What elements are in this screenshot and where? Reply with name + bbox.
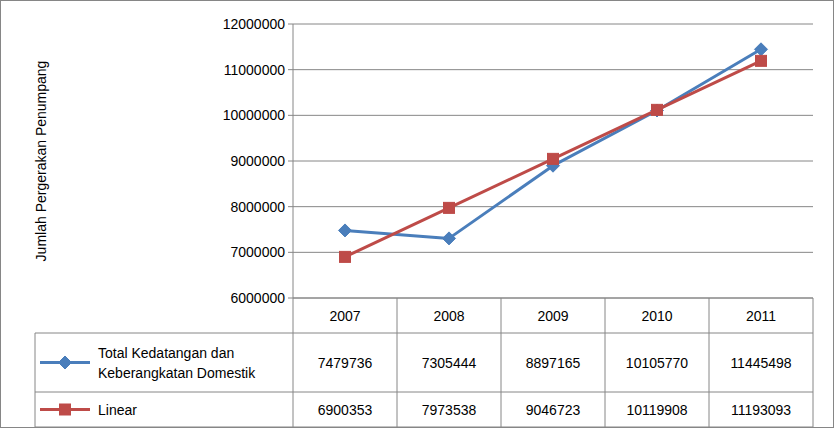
series-marker bbox=[548, 153, 559, 164]
data-label: 11445498 bbox=[730, 355, 791, 371]
y-tick bbox=[288, 298, 293, 299]
legend-label: Linear bbox=[98, 402, 137, 418]
grid-line bbox=[293, 252, 813, 253]
data-label: 7305444 bbox=[422, 355, 477, 371]
y-tick bbox=[288, 69, 293, 70]
table-line bbox=[35, 427, 813, 428]
data-label: 9046723 bbox=[526, 402, 581, 418]
series-marker bbox=[756, 55, 767, 66]
data-label: 10105770 bbox=[626, 355, 689, 371]
y-tick bbox=[288, 161, 293, 162]
table-line bbox=[397, 298, 398, 427]
data-label: 11193093 bbox=[731, 402, 791, 418]
chart-frame bbox=[1, 1, 834, 428]
y-tick bbox=[288, 24, 293, 25]
y-tick bbox=[288, 252, 293, 253]
x-tick-label: 2008 bbox=[433, 308, 464, 324]
series-line bbox=[345, 61, 761, 257]
legend-label-line: Total Kedatangan dan bbox=[98, 345, 234, 361]
y-tick-label: 7000000 bbox=[230, 244, 285, 260]
table-line bbox=[293, 298, 294, 427]
grid-line bbox=[293, 115, 813, 116]
data-label: 7973538 bbox=[422, 402, 477, 418]
series-marker bbox=[443, 232, 456, 245]
y-axis-label: Jumlah Pergerakan Penumpang bbox=[33, 61, 49, 262]
table-line bbox=[35, 333, 36, 427]
y-axis bbox=[293, 24, 294, 298]
series-marker bbox=[652, 104, 663, 115]
y-tick bbox=[288, 115, 293, 116]
x-tick-label: 2007 bbox=[329, 308, 360, 324]
legend-label: Total Kedatangan dan Keberangkatan Domest… bbox=[98, 345, 256, 381]
x-tick-label: 2011 bbox=[746, 308, 776, 324]
legend-marker bbox=[59, 356, 72, 369]
table-line bbox=[293, 298, 813, 299]
series-marker bbox=[340, 251, 351, 262]
table-line bbox=[813, 298, 814, 427]
table-line bbox=[35, 392, 813, 393]
y-tick bbox=[288, 206, 293, 207]
series-marker bbox=[339, 224, 352, 237]
series-marker bbox=[444, 202, 455, 213]
data-label: 10119908 bbox=[626, 402, 687, 418]
table-line bbox=[709, 298, 710, 427]
table-line bbox=[605, 298, 606, 427]
legend-label-line: Keberangkatan Domestik bbox=[98, 365, 256, 381]
grid-line bbox=[293, 298, 813, 299]
data-label: 7479736 bbox=[318, 355, 373, 371]
table-line bbox=[501, 298, 502, 427]
table-line bbox=[35, 333, 813, 334]
y-tick-label: 9000000 bbox=[230, 153, 285, 169]
y-tick-label: 12000000 bbox=[223, 16, 286, 32]
series-group bbox=[339, 43, 768, 263]
grid-line bbox=[293, 69, 813, 70]
grid-line bbox=[293, 24, 813, 25]
data-label: 6900353 bbox=[318, 402, 373, 418]
series-marker bbox=[651, 104, 664, 117]
grid-line bbox=[293, 206, 813, 207]
series-marker bbox=[755, 43, 768, 56]
y-tick-label: 10000000 bbox=[223, 107, 286, 123]
y-tick-label: 11000000 bbox=[224, 62, 285, 78]
series-line bbox=[345, 49, 761, 238]
legend-marker bbox=[60, 404, 71, 415]
legend-label-line: Linear bbox=[98, 402, 137, 418]
y-tick-label: 8000000 bbox=[230, 199, 285, 215]
data-label: 8897165 bbox=[526, 355, 581, 371]
y-tick-label: 6000000 bbox=[230, 290, 285, 306]
x-tick-label: 2009 bbox=[537, 308, 568, 324]
x-tick-label: 2010 bbox=[641, 308, 672, 324]
